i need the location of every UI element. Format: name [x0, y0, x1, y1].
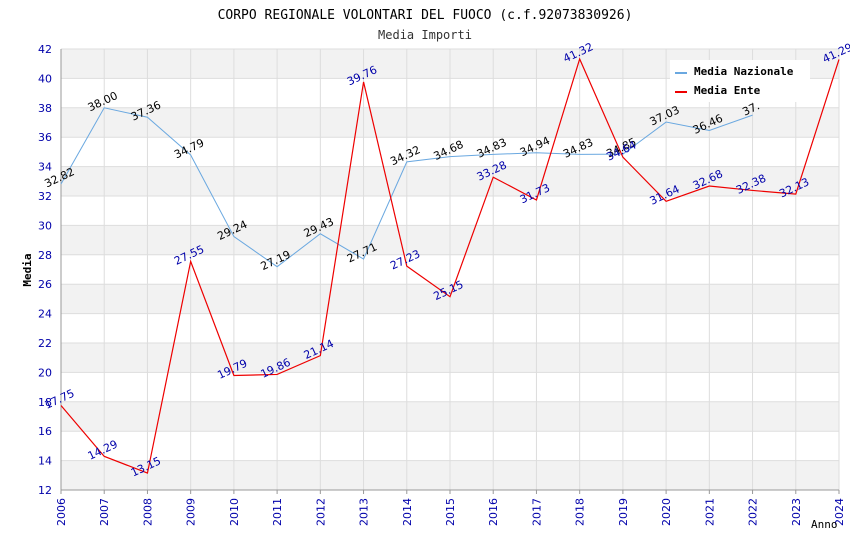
x-tick-label: 2019 [617, 498, 630, 526]
x-tick-label: 2013 [358, 498, 371, 526]
y-tick-labels: 12 14 16 18 20 22 24 26 28 30 32 34 36 38 40 42 [38, 43, 52, 497]
x-tick-labels: 2006 2007 2008 2009 2010 2011 2012 2013 2014 2015… [55, 498, 846, 526]
x-tick-label: 2009 [185, 498, 198, 526]
data-label: 34.83 [475, 136, 509, 161]
x-tick-label: 2020 [660, 498, 673, 526]
series-line-media-nazionale [60, 107, 753, 268]
series-lines [60, 57, 840, 474]
y-axis-label: Media [21, 253, 34, 286]
y-tick-label: 32 [38, 190, 52, 203]
y-tick-label: 22 [38, 337, 52, 350]
series-line-media-ente [60, 57, 840, 474]
chart-subtitle: Media Importi [378, 28, 472, 42]
y-tick-label: 42 [38, 43, 52, 56]
x-tick-label: 2024 [833, 498, 846, 526]
y-tick-label: 18 [38, 396, 52, 409]
data-label: 34.68 [431, 138, 465, 163]
x-tick-label: 2022 [747, 498, 760, 526]
y-tick-label: 38 [38, 102, 52, 115]
x-tick-label: 2006 [55, 498, 68, 526]
x-tick-label: 2018 [574, 498, 587, 526]
y-tick-label: 40 [38, 72, 52, 85]
data-label: 34.94 [518, 134, 552, 159]
x-tick-label: 2012 [314, 498, 327, 526]
x-tick-label: 2010 [228, 498, 241, 526]
y-tick-label: 24 [38, 308, 52, 321]
data-label: 34.83 [561, 136, 595, 161]
y-tick-label: 36 [38, 131, 52, 144]
legend: Media Nazionale Media Ente [670, 60, 810, 102]
x-axis-label: Anno [811, 518, 838, 531]
x-tick-label: 2007 [98, 498, 111, 526]
x-tick-label: 2016 [487, 498, 500, 526]
y-tick-label: 20 [38, 366, 52, 379]
x-tick-label: 2015 [444, 498, 457, 526]
y-tick-label: 12 [38, 484, 52, 497]
y-tick-label: 28 [38, 249, 52, 262]
legend-label-media-ente: Media Ente [694, 84, 761, 97]
y-tick-label: 30 [38, 219, 52, 232]
legend-box [670, 60, 810, 102]
y-tick-label: 14 [38, 455, 52, 468]
x-tick-label: 2014 [401, 498, 414, 526]
y-tick-label: 34 [38, 161, 52, 174]
x-tick-label: 2023 [790, 498, 803, 526]
axes [60, 49, 840, 494]
y-tick-label: 16 [38, 425, 52, 438]
data-label: 34.79 [172, 136, 206, 161]
chart-title: CORPO REGIONALE VOLONTARI DEL FUOCO (c.f… [218, 8, 633, 23]
x-tick-label: 2021 [703, 498, 716, 526]
x-tick-label: 2008 [141, 498, 154, 526]
y-tick-label: 26 [38, 278, 52, 291]
x-tick-label: 2017 [530, 498, 543, 526]
legend-label-media-nazionale: Media Nazionale [694, 65, 794, 78]
x-tick-label: 2011 [271, 498, 284, 526]
